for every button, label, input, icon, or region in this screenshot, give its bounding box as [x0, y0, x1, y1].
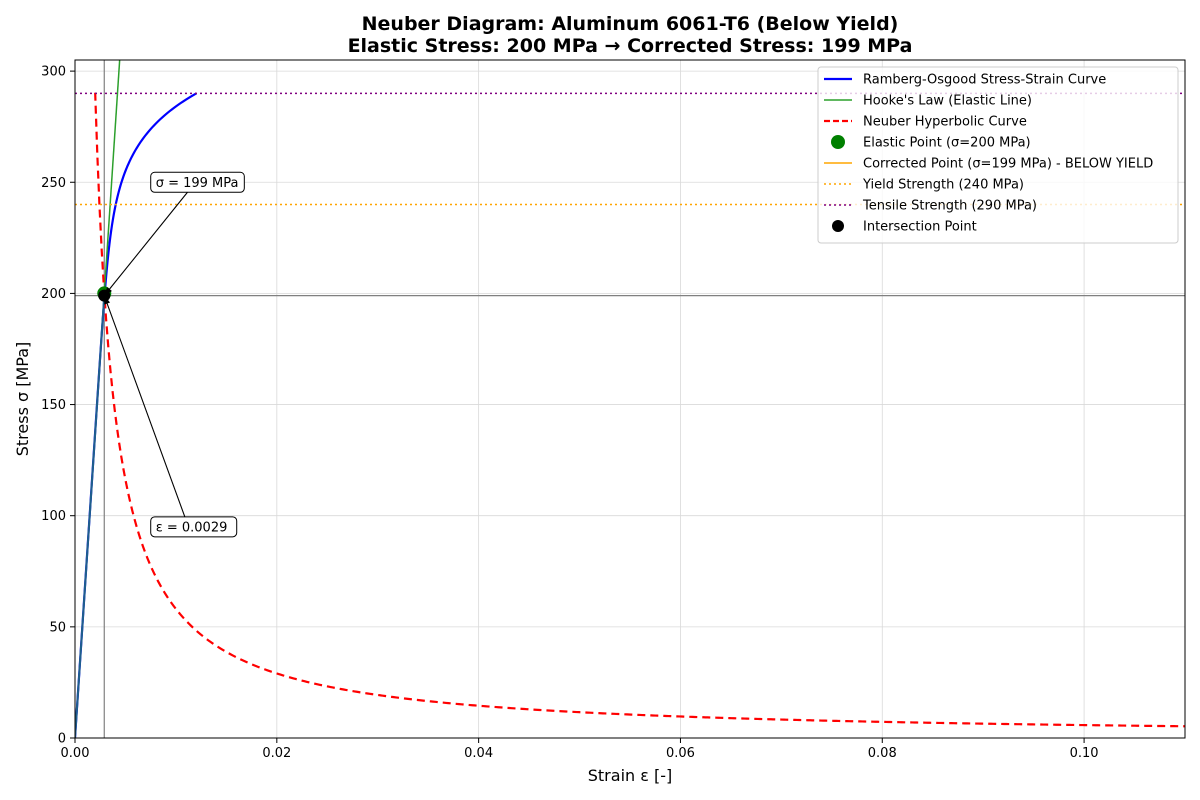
x-tick-label: 0.04 — [464, 746, 493, 761]
y-tick-label: 100 — [41, 509, 66, 524]
chart-subtitle: Elastic Stress: 200 MPa → Corrected Stre… — [348, 35, 913, 57]
annotation-label: ε = 0.0029 — [156, 520, 228, 535]
annotation-box — [150, 516, 238, 538]
annotation-arrow — [103, 191, 188, 296]
y-tick-label: 200 — [41, 287, 66, 302]
legend-box — [817, 66, 1179, 244]
x-tick-label: 0.10 — [1070, 746, 1099, 761]
y-tick-label: 300 — [41, 65, 66, 80]
y-tick-label: 150 — [41, 398, 66, 413]
legend-marker — [831, 135, 845, 149]
legend-entry: Neuber Hyperbolic Curve — [824, 115, 1027, 130]
legend-label: Corrected Point (σ=199 MPa) - BELOW YIEL… — [863, 157, 1153, 172]
series-neuber-curve — [94, 92, 1185, 728]
legend-label: Yield Strength (240 MPa) — [862, 178, 1024, 193]
annotation-arrow — [103, 295, 186, 518]
annotation-label: σ = 199 MPa — [156, 176, 239, 191]
plot-frame — [74, 59, 1186, 739]
chart-title: Neuber Diagram: Aluminum 6061-T6 (Below … — [362, 13, 899, 35]
x-tick-label: 0.06 — [666, 746, 695, 761]
legend-label: Tensile Strength (290 MPa) — [862, 199, 1037, 214]
x-tick-label: 0.02 — [262, 746, 291, 761]
legend-label: Intersection Point — [863, 220, 977, 235]
y-tick-label: 0 — [58, 732, 66, 747]
annotations: σ = 199 MPa ε = 0.0029 — [103, 171, 245, 538]
x-axis-label: Strain ε [-] — [588, 766, 672, 785]
annotation-arrowhead — [104, 295, 111, 305]
legend-entry: Ramberg-Osgood Stress-Strain Curve — [824, 73, 1106, 88]
legend-label: Hooke's Law (Elastic Line) — [863, 94, 1032, 109]
y-tick-label: 50 — [49, 620, 66, 635]
x-tick-label: 0.00 — [61, 746, 90, 761]
y-tick-label: 250 — [41, 176, 66, 191]
legend-label: Ramberg-Osgood Stress-Strain Curve — [863, 73, 1106, 88]
legend-entry: Yield Strength (240 MPa) — [824, 178, 1024, 193]
annotation-arrowhead — [104, 287, 112, 296]
legend-label: Neuber Hyperbolic Curve — [863, 115, 1027, 130]
legend: Ramberg-Osgood Stress-Strain Curve Hooke'… — [817, 66, 1179, 244]
x-tick-label: 0.08 — [868, 746, 897, 761]
legend-entry: Corrected Point (σ=199 MPa) - BELOW YIEL… — [824, 157, 1153, 172]
annotation-box — [150, 171, 245, 193]
legend-entry: Tensile Strength (290 MPa) — [824, 199, 1037, 214]
series-elastic-segment — [75, 295, 106, 738]
legend-marker — [832, 220, 844, 232]
axis-ticks: 0.00 0.02 0.04 0.06 0.08 0.10 0 50 100 150 200 250 3… — [41, 65, 1098, 761]
y-axis-label: Stress σ [MPa] — [13, 342, 32, 457]
legend-entry: Hooke's Law (Elastic Line) — [824, 94, 1032, 109]
legend-entry: Intersection Point — [832, 220, 977, 235]
legend-label: Elastic Point (σ=200 MPa) — [863, 136, 1031, 151]
legend-entry: Elastic Point (σ=200 MPa) — [831, 135, 1031, 151]
